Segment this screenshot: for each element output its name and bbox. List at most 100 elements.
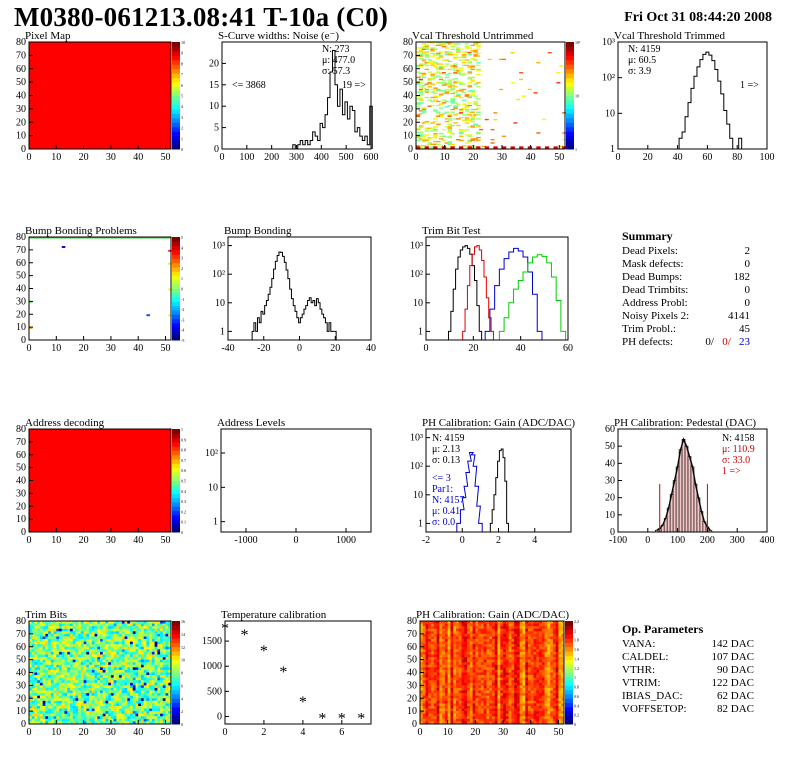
heatmap-cell xyxy=(140,672,144,676)
heatmap-cell xyxy=(425,672,429,676)
heatmap-cell xyxy=(450,700,454,704)
heatmap-cell xyxy=(420,649,424,653)
heatmap-cell xyxy=(424,90,430,92)
heatmap-cell xyxy=(124,693,128,696)
heatmap-cell xyxy=(516,667,520,671)
heatmap-cell xyxy=(539,700,543,704)
heatmap-cell xyxy=(61,708,65,712)
heatmap-cell xyxy=(121,672,125,676)
heatmap-cell xyxy=(138,649,142,653)
heatmap-cell xyxy=(503,711,507,714)
heatmap-cell xyxy=(528,711,532,714)
heatmap-cell xyxy=(461,626,465,630)
heatmap-cell xyxy=(458,130,464,132)
heatmap-cell xyxy=(116,718,120,722)
heatmap-cell xyxy=(124,651,128,655)
heatmap-cell xyxy=(105,633,109,637)
heatmap-cell xyxy=(428,649,432,653)
heatmap-cell xyxy=(442,672,446,676)
heatmap-cell xyxy=(78,631,82,635)
y-tick-label: 10 xyxy=(403,131,413,142)
heatmap-cell xyxy=(146,672,150,676)
heatmap-cell xyxy=(48,718,52,722)
heatmap-cell xyxy=(425,700,429,704)
heatmap-cell xyxy=(530,698,534,702)
heatmap-cell xyxy=(143,646,147,650)
heatmap-cell xyxy=(78,626,82,630)
heatmap-cell xyxy=(472,657,476,660)
heatmap-cell xyxy=(45,621,49,624)
heatmap-cell xyxy=(444,675,448,678)
heatmap-cell xyxy=(522,667,526,671)
heatmap-cell xyxy=(478,690,482,694)
heatmap-cell xyxy=(45,623,49,627)
heatmap-cell xyxy=(420,664,424,668)
palette-tick-label: 0 xyxy=(181,722,183,727)
heatmap-cell xyxy=(45,626,49,630)
heatmap-cell xyxy=(444,621,448,624)
heatmap-cell xyxy=(438,92,444,95)
x-tick-label: 10 xyxy=(51,535,61,546)
heatmap-cell xyxy=(539,628,543,632)
heatmap-cell xyxy=(420,633,424,637)
heatmap-cell xyxy=(533,649,537,653)
heatmap-cell xyxy=(425,641,429,645)
heatmap-cell xyxy=(154,664,158,668)
heatmap-cell xyxy=(61,700,65,704)
heatmap-cell xyxy=(539,623,543,627)
heatmap-cell xyxy=(522,705,526,709)
heatmap-cell xyxy=(494,700,498,704)
heatmap-cell xyxy=(69,693,73,696)
heatmap-cell xyxy=(64,718,68,722)
heatmap-cell xyxy=(431,700,435,704)
heatmap-cell xyxy=(78,628,82,632)
heatmap-cell xyxy=(441,102,447,104)
heatmap-cell xyxy=(146,639,150,642)
heatmap-cell xyxy=(102,680,106,684)
heatmap-cell xyxy=(119,639,123,642)
heatmap-cell xyxy=(53,651,57,655)
heatmap-cell xyxy=(469,687,473,691)
heatmap-cell xyxy=(45,718,49,722)
heatmap-cell xyxy=(461,677,465,681)
heatmap-cell xyxy=(425,687,429,691)
heatmap-cell xyxy=(162,621,166,624)
heatmap-cell xyxy=(418,91,424,93)
heatmap-cell xyxy=(458,59,464,61)
heatmap-cell xyxy=(168,698,172,702)
heatmap-cell xyxy=(75,662,79,666)
heatmap-cell xyxy=(430,42,435,44)
heatmap-cell xyxy=(516,639,520,642)
heatmap-cell xyxy=(135,695,139,699)
heatmap-cell xyxy=(430,88,435,91)
heatmap-cell xyxy=(59,685,63,689)
heatmap-cell xyxy=(536,646,540,650)
heatmap-cell xyxy=(105,693,109,696)
heatmap-cell xyxy=(78,690,82,694)
heatmap-cell xyxy=(138,705,142,709)
heatmap-cell xyxy=(165,649,169,653)
heatmap-cell xyxy=(86,690,90,694)
heatmap-cell xyxy=(91,708,95,712)
heatmap-cell xyxy=(116,703,120,707)
heatmap-cell xyxy=(67,685,71,689)
heatmap-cell xyxy=(450,651,454,655)
heatmap-cell xyxy=(458,112,463,114)
heatmap-cell xyxy=(130,685,134,689)
heatmap-cell xyxy=(541,657,545,660)
palette-swatch xyxy=(172,514,180,520)
heatmap-cell xyxy=(525,628,529,632)
heatmap-cell xyxy=(50,700,54,704)
heatmap-cell xyxy=(100,664,104,668)
heatmap-cell xyxy=(472,680,476,684)
heatmap-cell xyxy=(34,628,38,632)
heatmap-cell xyxy=(458,669,462,673)
heatmap-cell xyxy=(69,705,73,709)
heatmap-cell xyxy=(45,687,49,691)
heatmap-cell xyxy=(140,664,144,668)
heatmap-cell xyxy=(31,698,35,702)
heatmap-cell xyxy=(519,675,523,678)
heatmap-cell xyxy=(110,641,114,645)
heatmap-cell xyxy=(78,677,82,681)
heatmap-cell xyxy=(31,708,35,712)
